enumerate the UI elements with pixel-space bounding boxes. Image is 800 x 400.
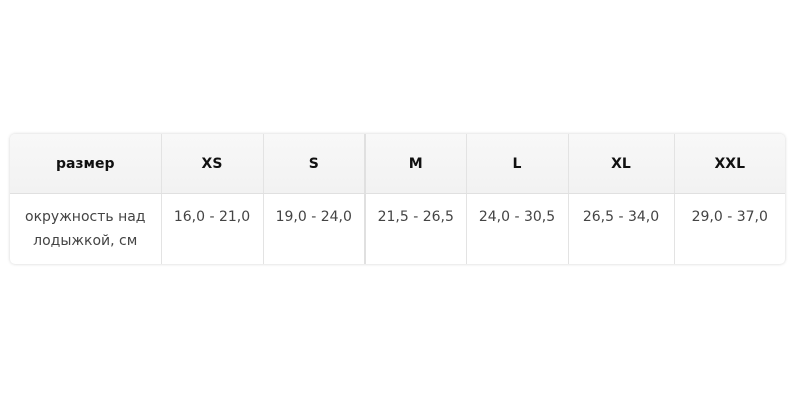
cell-s: 19,0 - 24,0 (263, 193, 366, 264)
cell-xl: 26,5 - 34,0 (568, 193, 675, 264)
row-label: окружность над лодыжкой, см (10, 193, 162, 264)
cell-xs: 16,0 - 21,0 (161, 193, 264, 264)
header-xxl: XXL (674, 134, 785, 194)
table-header-row: размер XS S M L XL XXL (10, 134, 785, 194)
size-table: размер XS S M L XL XXL окружность над ло… (10, 134, 785, 264)
header-s: S (263, 134, 366, 194)
header-m: M (365, 134, 467, 194)
header-xs: XS (161, 134, 264, 194)
header-l: L (466, 134, 569, 194)
header-size: размер (10, 134, 162, 194)
table-row: окружность над лодыжкой, см 16,0 - 21,0 … (10, 193, 785, 264)
cell-m: 21,5 - 26,5 (365, 193, 467, 264)
header-xl: XL (568, 134, 675, 194)
cell-l: 24,0 - 30,5 (466, 193, 569, 264)
cell-xxl: 29,0 - 37,0 (691, 209, 768, 225)
